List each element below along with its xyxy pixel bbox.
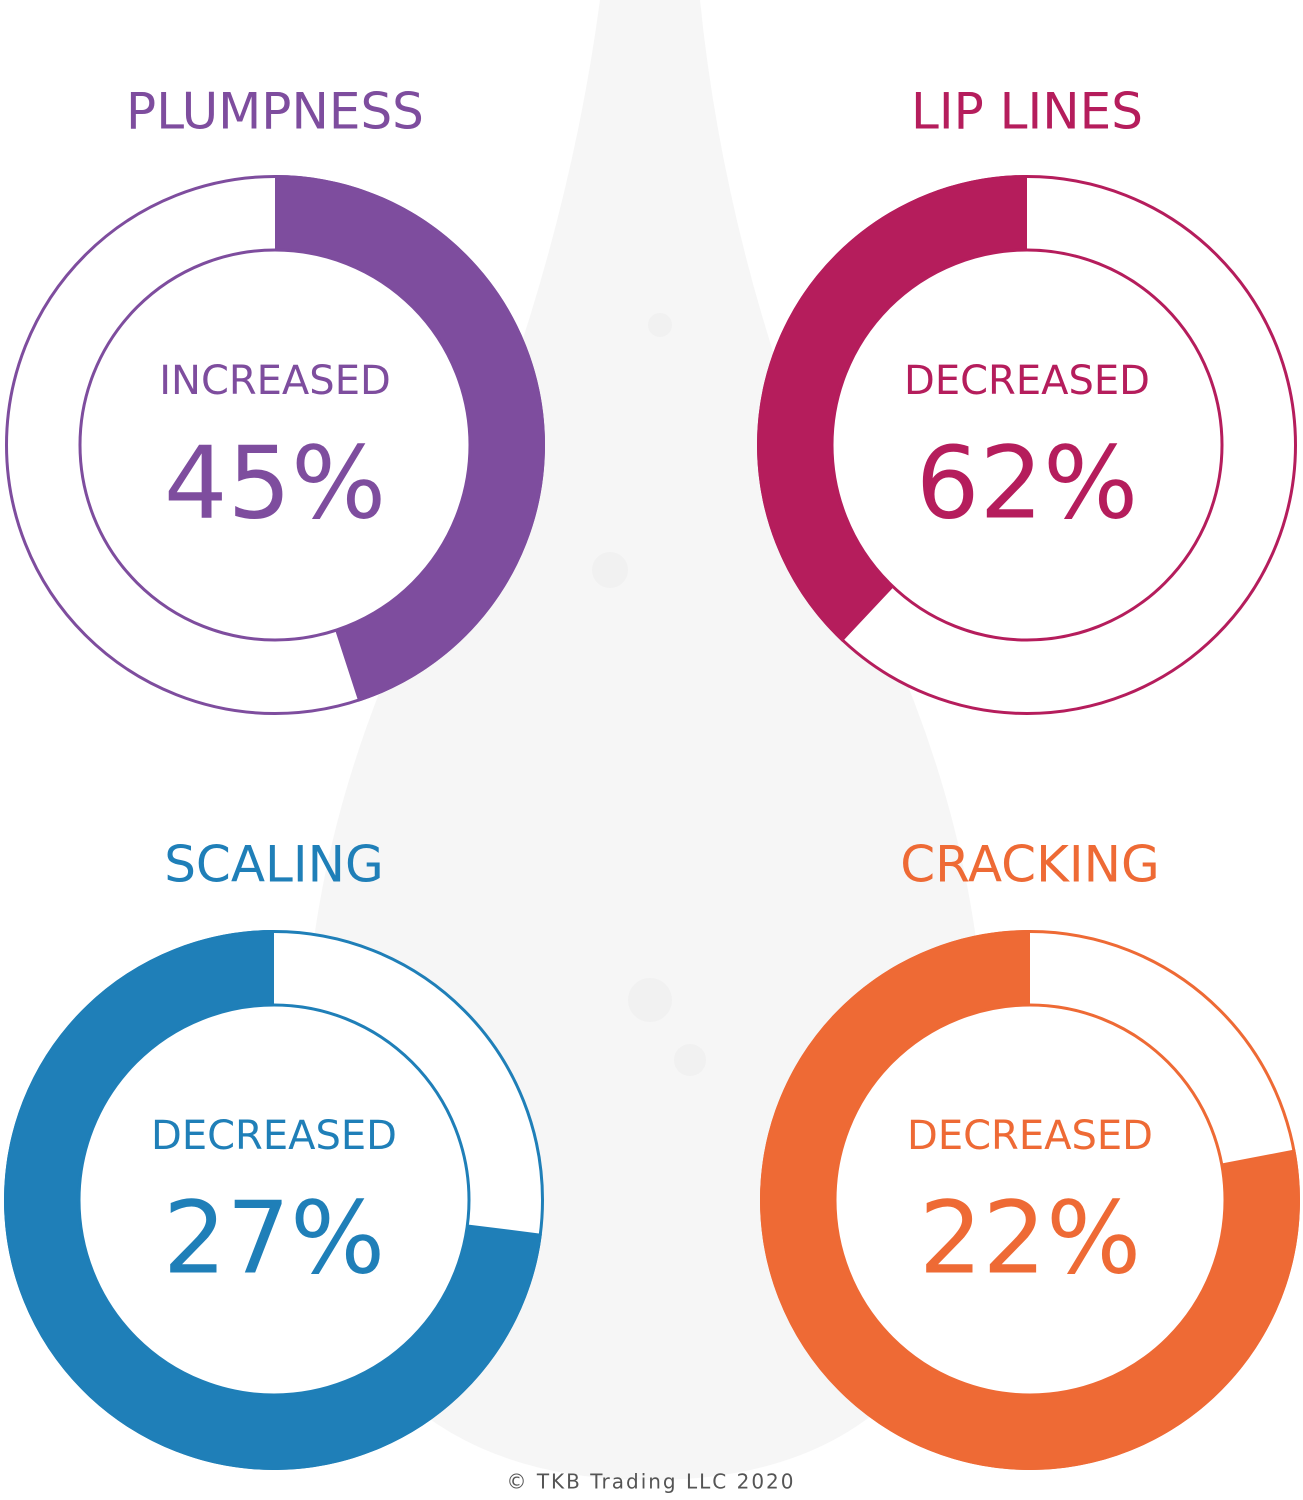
donut-value-label: 45% (164, 424, 386, 541)
donut-value-label: 62% (916, 424, 1138, 541)
chart-title: PLUMPNESS (126, 83, 424, 141)
donut-label: DECREASED (907, 1113, 1153, 1159)
donut-segment (757, 175, 1027, 642)
chart-title: LIP LINES (911, 83, 1143, 141)
donut-inner (830, 248, 1224, 642)
chart-title: CRACKING (900, 836, 1160, 894)
donut-label: DECREASED (151, 1113, 397, 1159)
donut-label: DECREASED (904, 358, 1150, 404)
donut-value-label: 22% (919, 1179, 1141, 1296)
donut-value-label: 27% (163, 1179, 385, 1296)
chart-title: SCALING (164, 836, 384, 894)
donut-segment (275, 175, 546, 702)
donut-inner (833, 1003, 1227, 1397)
footer: © TKB Trading LLC 2020 (506, 1470, 795, 1494)
donut-inner (77, 1003, 471, 1397)
donut-label: INCREASED (159, 358, 391, 404)
donut-inner (78, 248, 472, 642)
